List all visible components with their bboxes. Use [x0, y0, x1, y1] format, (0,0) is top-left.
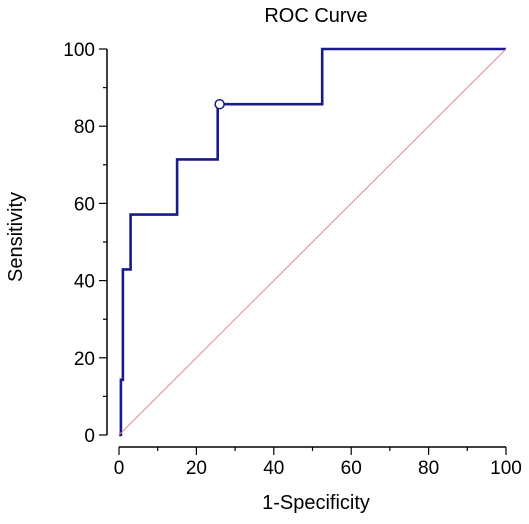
roc-curve-line	[119, 47, 506, 437]
x-tick-label: 20	[186, 458, 207, 479]
y-axis-title: Sensitivity	[5, 192, 27, 282]
chart-title: ROC Curve	[264, 5, 367, 27]
reference-diagonal-line	[118, 48, 507, 436]
x-tick-label: 0	[114, 458, 125, 479]
y-tick-label: 20	[74, 349, 95, 370]
y-tick-label: 40	[74, 272, 95, 293]
plot-area: 0 20 40 60 80 100 0 20 40 60 80 100	[63, 40, 522, 479]
x-tick-label: 80	[418, 458, 439, 479]
y-tick-label: 0	[84, 426, 95, 447]
y-tick-label: 100	[63, 40, 95, 61]
y-tick-label: 60	[74, 194, 95, 215]
x-tick-label: 100	[490, 458, 522, 479]
optimal-point-marker	[214, 98, 225, 110]
x-tick-label: 60	[341, 458, 362, 479]
x-tick-label: 40	[263, 458, 284, 479]
y-tick-label: 80	[74, 117, 95, 138]
x-axis-title: 1-Specificity	[262, 492, 370, 514]
